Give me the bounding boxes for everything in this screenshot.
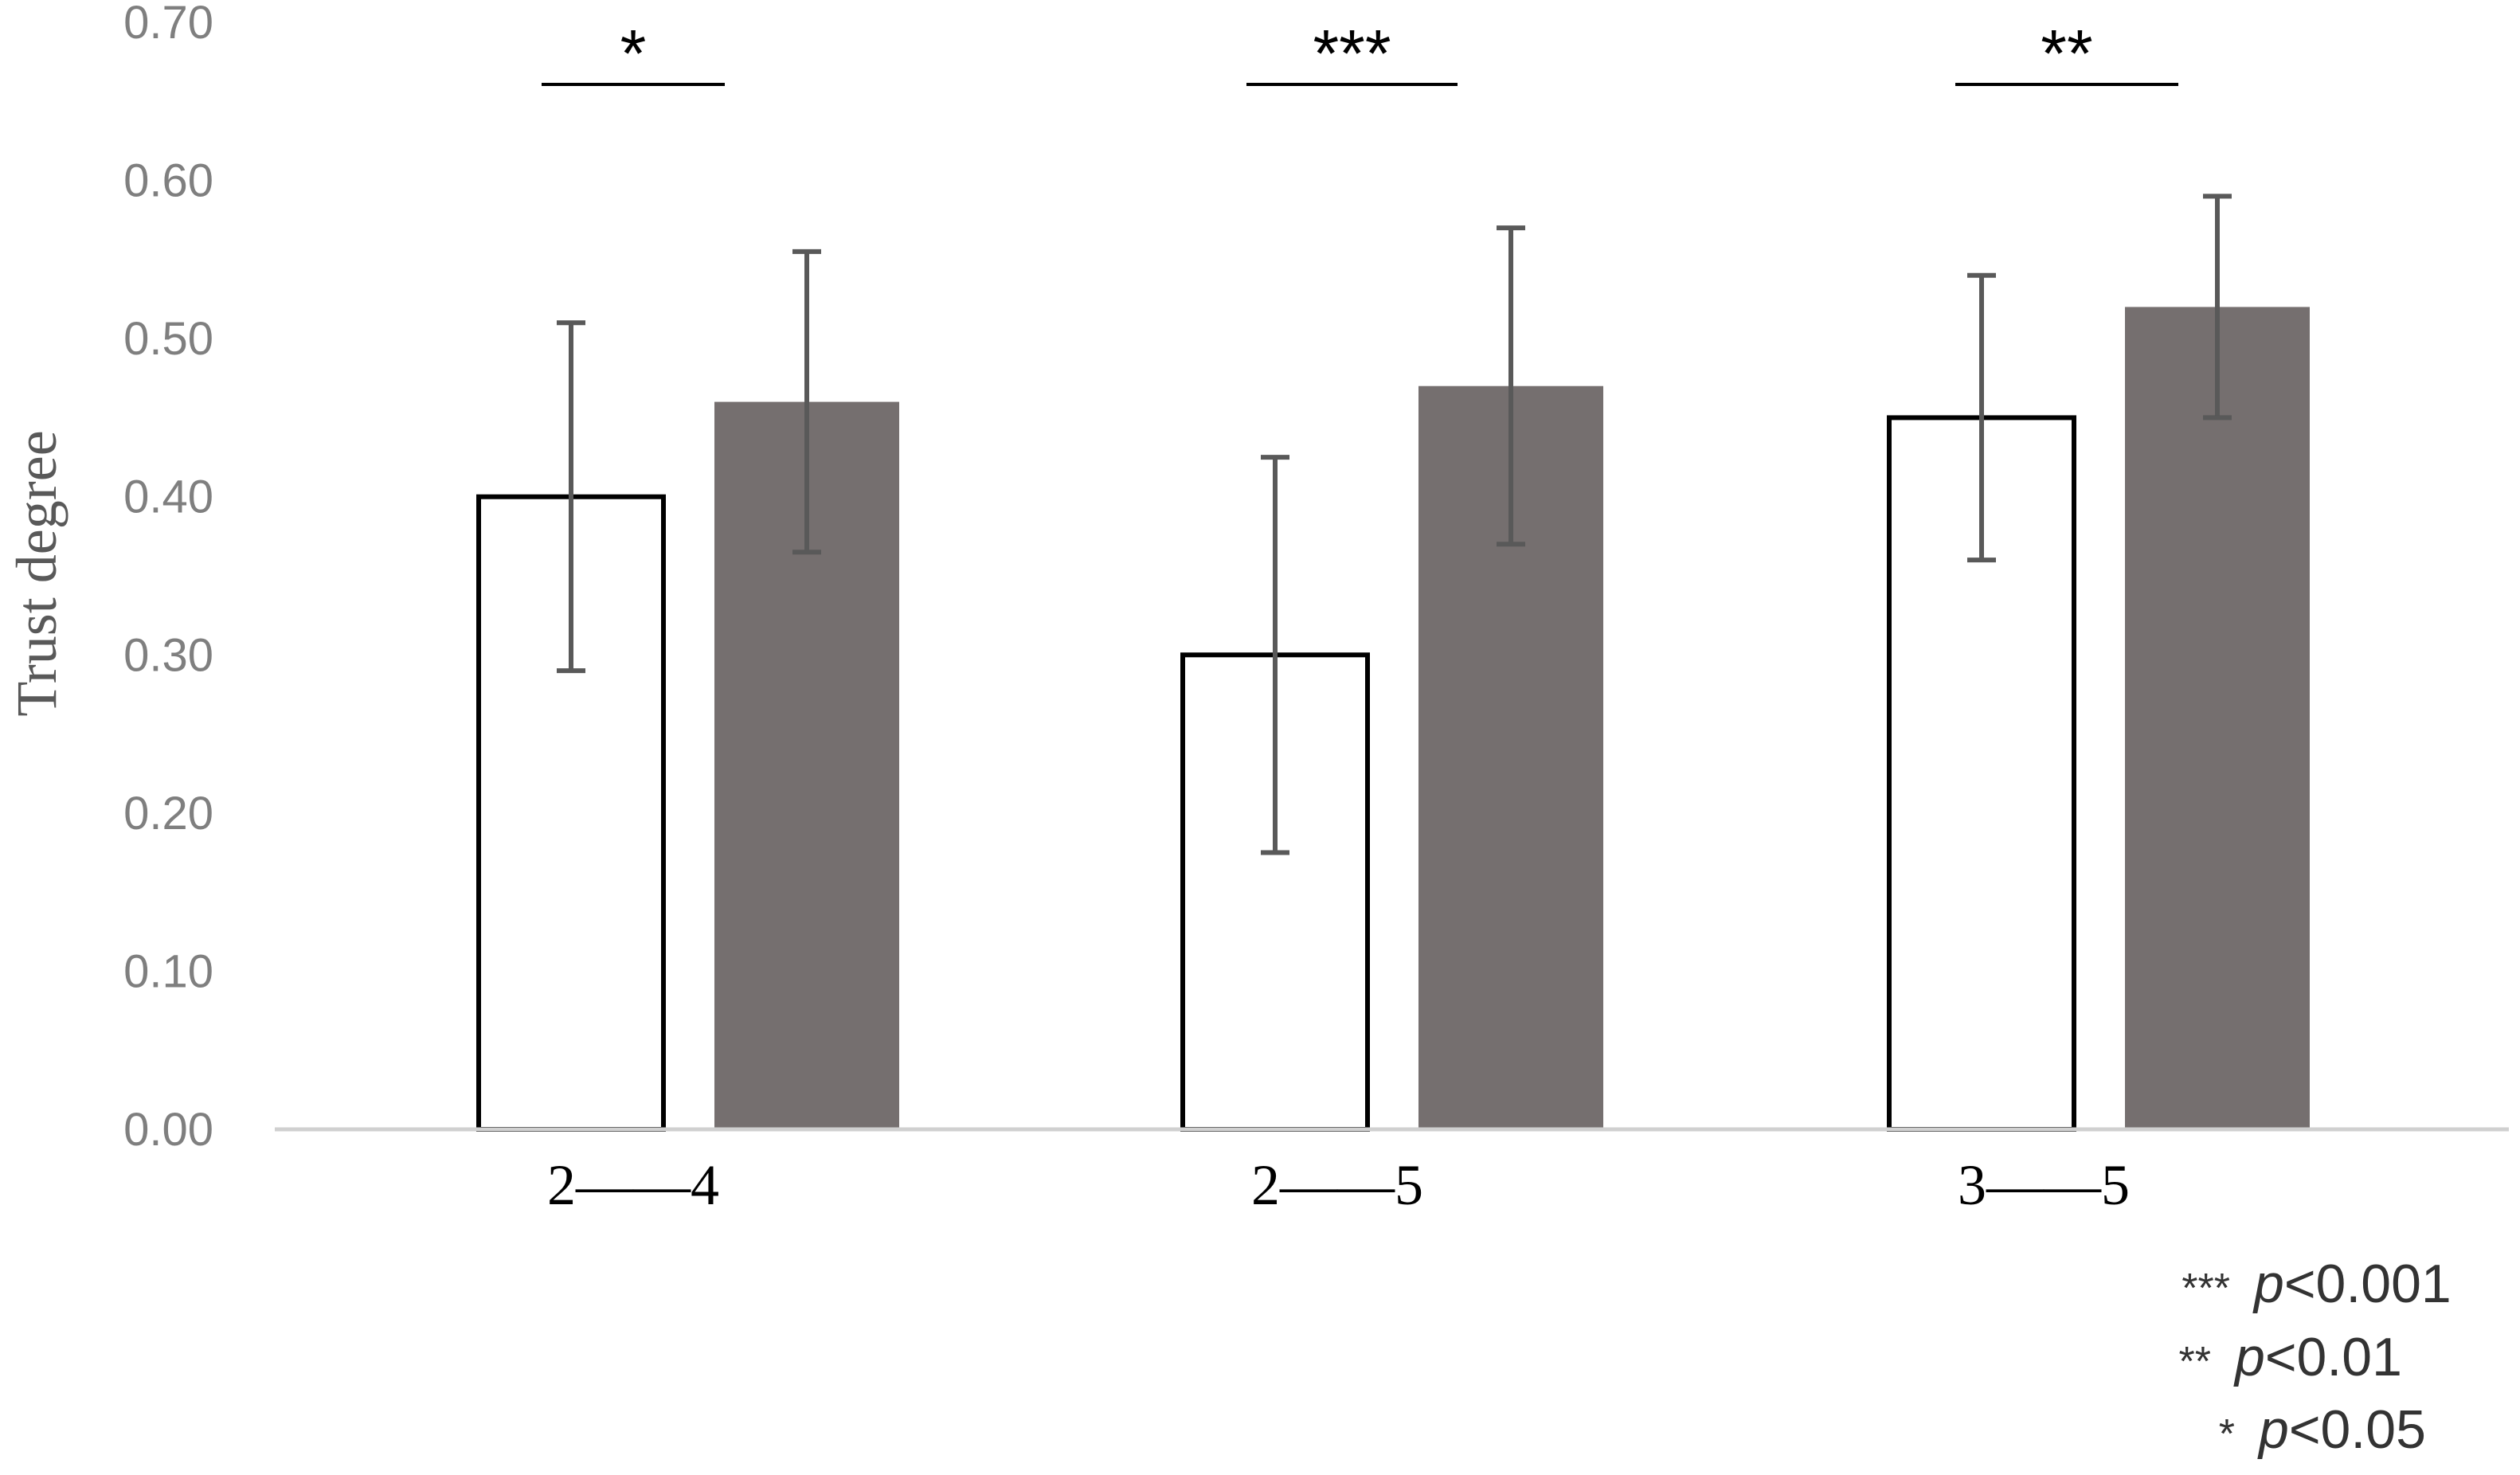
x-tick-label: 2——5 [1251,1153,1423,1217]
x-tick-label: 3——5 [1958,1153,2130,1217]
significance-stars: *** [1313,16,1391,91]
error-bar [2203,194,2232,421]
error-bar [1967,272,1996,563]
note-p-symbol: p [2252,1254,2284,1314]
bar [2125,307,2310,1129]
error-bar [1497,225,1525,547]
x-tick-label: 2——4 [547,1153,719,1217]
note-text: p<0.05 [2257,1399,2426,1460]
significance-stars: ** [2041,16,2092,91]
y-axis-label: Trust degree [5,430,68,716]
note-stars: *** [2182,1266,2230,1312]
y-tick-label: 0.20 [123,788,213,839]
error-bar [1261,455,1289,855]
y-tick-label: 0.60 [123,155,213,207]
y-tick-label: 0.40 [123,471,213,523]
significance-stars: * [620,16,647,91]
error-bar [557,320,585,674]
note-stars: ** [2179,1339,2211,1385]
note-threshold: <0.05 [2289,1399,2426,1460]
note-p-symbol: p [2257,1399,2289,1460]
significance-notes: *** p<0.001** p<0.01* p<0.05 [2179,1254,2452,1460]
y-tick-label: 0.00 [123,1104,213,1156]
note-stars: * [2219,1411,2235,1457]
note-threshold: <0.001 [2284,1254,2452,1314]
y-tick-label: 0.30 [123,629,213,681]
y-tick-label: 0.70 [123,0,213,49]
y-tick-label: 0.10 [123,945,213,997]
error-bars [557,194,2232,855]
y-axis-ticks: 0.00 0.10 0.20 0.30 0.40 0.50 0.60 0.70 [123,0,213,1156]
note-p-symbol: p [2233,1327,2265,1387]
bars [476,307,2310,1132]
y-tick-label: 0.50 [123,313,213,365]
significance-markers: * *** ** [542,16,2178,91]
note-threshold: <0.01 [2265,1327,2402,1387]
note-text: p<0.001 [2252,1254,2452,1314]
note-text: p<0.01 [2233,1327,2402,1387]
error-bar [792,248,821,555]
x-axis-ticks: 2——4 2——5 3——5 [547,1153,2130,1217]
